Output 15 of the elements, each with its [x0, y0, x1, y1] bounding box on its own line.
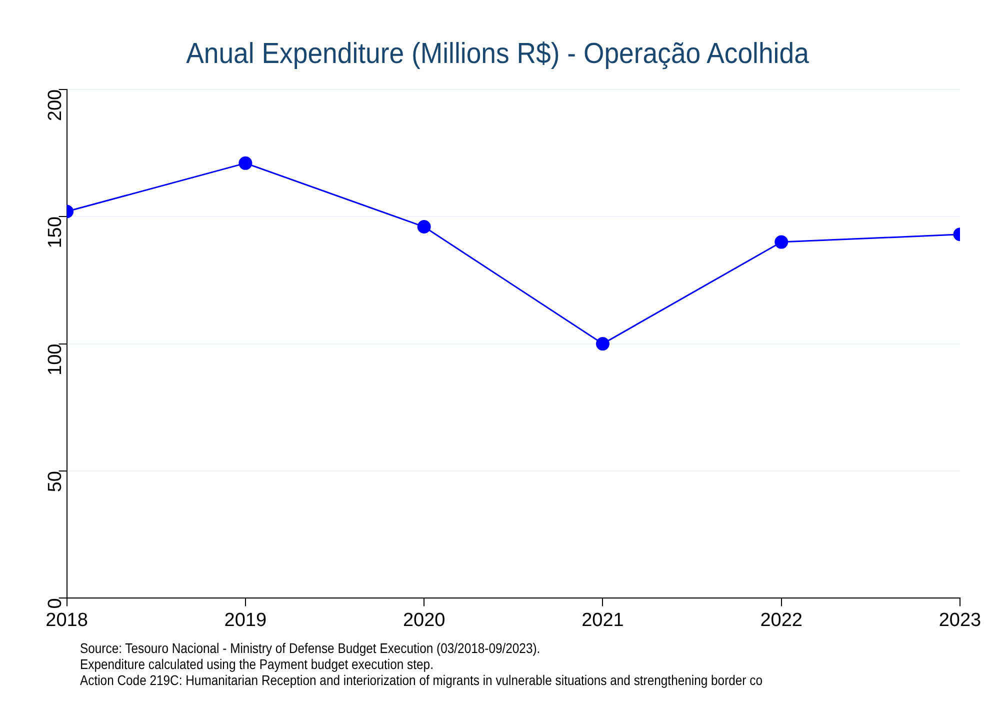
x-tick-label: 2023: [938, 610, 982, 631]
x-tick-label: 2019: [224, 610, 267, 631]
x-tick-label: 2022: [760, 610, 802, 631]
y-tick-label: 50: [45, 471, 66, 492]
x-tick-label: 2020: [402, 610, 446, 631]
text: Expenditure calculated using the Payment budget execution step.: [80, 656, 434, 672]
y-tick-label: 150: [45, 216, 66, 248]
chart-title: Anual Expenditure (Millions R$) - Operação Acolhida: [185, 38, 810, 71]
y-tick-label: 200: [45, 89, 66, 122]
x-tick-label: 2021: [582, 610, 624, 631]
text: Action Code 219C: Humanitarian Reception and interiorization of migrants in vulnerable situations and strengthening border co: [80, 672, 762, 688]
y-tick-label: 0: [45, 598, 66, 609]
x-tick-label: 2018: [46, 610, 88, 631]
source-note: Source: Tesouro Nacional - Ministry of Defense Budget Execution (03/2018-09/2023).: [80, 640, 542, 656]
y-tick-label: 100: [45, 344, 66, 376]
